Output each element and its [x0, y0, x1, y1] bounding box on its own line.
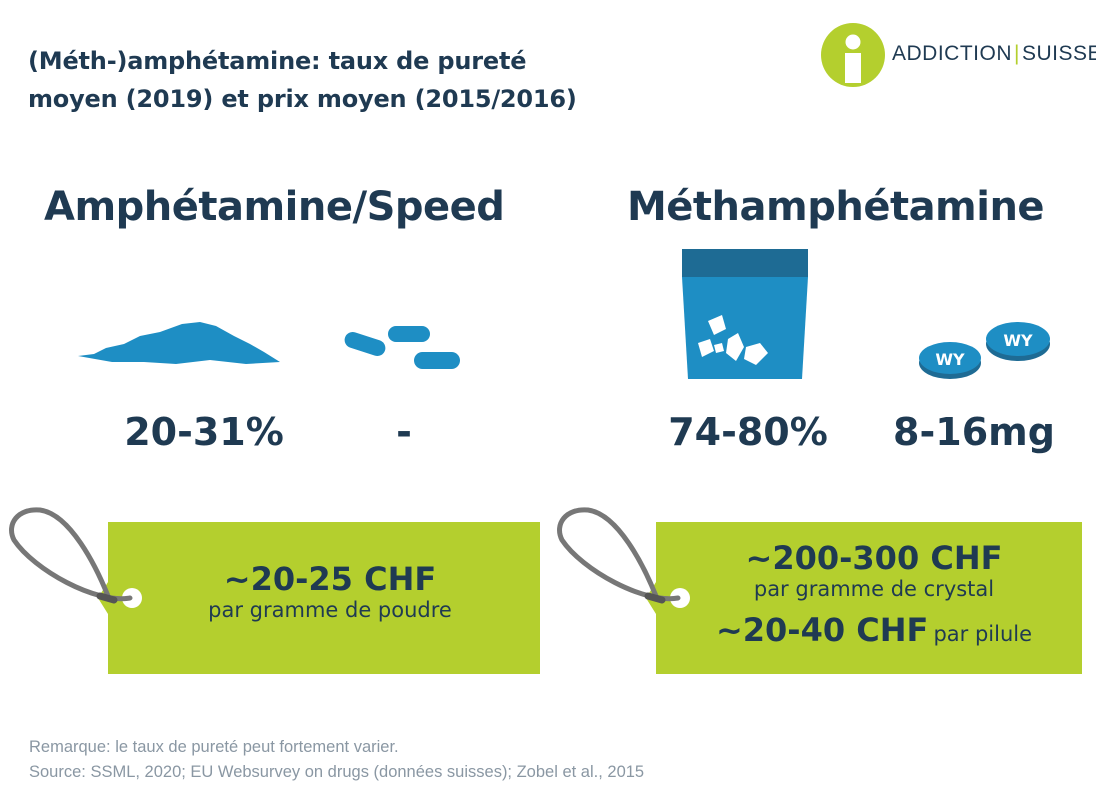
methamphetamine-crystal-purity: 74-80% — [668, 410, 828, 454]
crystal-bag-icon — [682, 249, 808, 379]
methamphetamine-crystal-price: ~200-300 CHF — [745, 539, 1003, 577]
logo-separator: | — [1014, 42, 1020, 65]
price-tag-shape — [646, 522, 1082, 674]
source-note: Source: SSML, 2020; EU Websurvey on drug… — [29, 763, 645, 781]
wy-tablet-front: WY — [919, 342, 981, 379]
page-title: (Méth-)amphétamine: taux de pureté moyen… — [28, 42, 577, 118]
amphetamine-pill-value: - — [396, 410, 412, 454]
info-person-icon — [821, 23, 885, 87]
methamphetamine-pill-dose: 8-16mg — [893, 410, 1055, 454]
price-tag-knot — [644, 592, 666, 604]
title-line-2: moyen (2019) et prix moyen (2015/2016) — [28, 85, 577, 113]
methamphetamine-crystal-unit: par gramme de crystal — [753, 577, 995, 601]
amphetamine-powder-purity: 20-31% — [124, 410, 284, 454]
methamphetamine-price-text: ~200-300 CHF par gramme de crystal ~20-4… — [686, 540, 1062, 648]
price-tag-shape — [98, 522, 540, 674]
svg-text:WY: WY — [935, 350, 965, 369]
methamphetamine-heading: Méthamphétamine — [627, 184, 1045, 230]
amphetamine-heading: Amphétamine/Speed — [44, 184, 505, 230]
price-tag-string — [9, 507, 133, 602]
amphetamine-price-unit: par gramme de poudre — [208, 598, 452, 622]
logo-word-suisse: SUISSE — [1021, 42, 1096, 65]
capsule-pills-icon — [344, 326, 460, 369]
logo-word-addiction: ADDICTION — [892, 42, 1012, 65]
price-tag-knot — [96, 592, 118, 604]
wy-tablet-back: WY — [986, 322, 1050, 361]
amphetamine-price: ~20-25 CHF — [223, 560, 437, 598]
methamphetamine-pill-price-line: ~20-40 CHF par pilule — [686, 612, 1062, 648]
price-tag-string — [557, 507, 681, 602]
methamphetamine-pill-unit: par pilule — [933, 622, 1033, 646]
wy-tablets-icon: WY WY — [919, 322, 1050, 379]
amphetamine-price-tag — [9, 507, 540, 674]
remark-note: Remarque: le taux de pureté peut forteme… — [29, 738, 399, 756]
footnotes: Remarque: le taux de pureté peut forteme… — [29, 735, 644, 785]
methamphetamine-pill-price: ~20-40 CHF — [715, 611, 929, 649]
amphetamine-price-text: ~20-25 CHF par gramme de poudre — [150, 561, 510, 623]
title-line-1: (Méth-)amphétamine: taux de pureté — [28, 47, 527, 75]
logo-wordmark: ADDICTION|SUISSE — [892, 42, 1096, 66]
addiction-suisse-logo — [821, 23, 885, 87]
svg-text:WY: WY — [1003, 331, 1033, 350]
powder-pile-icon — [78, 322, 280, 364]
methamphetamine-price-tag — [557, 507, 1082, 674]
